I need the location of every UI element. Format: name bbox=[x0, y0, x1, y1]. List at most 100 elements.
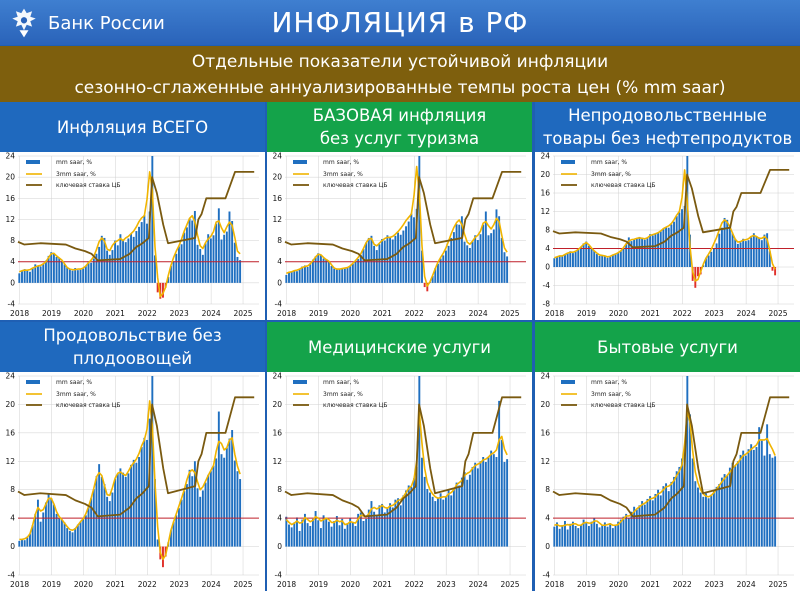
bar-mm-saar bbox=[763, 234, 766, 267]
bar-mm-saar bbox=[587, 245, 590, 267]
bar-mm-saar bbox=[31, 268, 34, 283]
bar-mm-saar bbox=[351, 263, 354, 283]
line-3mm-saar bbox=[286, 165, 508, 287]
legend-3mm-label: 3mm saar, % bbox=[56, 171, 96, 178]
bar-mm-saar bbox=[98, 464, 101, 547]
bar-mm-saar bbox=[691, 458, 694, 547]
bar-mm-saar bbox=[590, 521, 593, 547]
x-tick-label: 2023 bbox=[437, 309, 456, 318]
bar-mm-saar bbox=[135, 462, 138, 547]
bar-mm-saar bbox=[712, 248, 715, 267]
bar-mm-saar bbox=[172, 261, 175, 283]
bar-mm-saar bbox=[98, 246, 101, 283]
bar-mm-saar bbox=[771, 267, 774, 271]
bar-mm-saar bbox=[643, 239, 646, 267]
bar-mm-saar bbox=[76, 270, 79, 283]
bar-mm-saar bbox=[322, 258, 325, 283]
y-tick-label: 8 bbox=[545, 226, 550, 235]
bar-mm-saar bbox=[71, 270, 74, 283]
legend-bar-swatch bbox=[561, 160, 575, 164]
chart-title: БАЗОВАЯ инфляция без услуг туризма bbox=[267, 102, 532, 152]
bar-mm-saar bbox=[460, 477, 463, 547]
bar-mm-saar bbox=[122, 472, 125, 547]
bar-mm-saar bbox=[21, 271, 23, 283]
bar-mm-saar bbox=[58, 258, 61, 283]
bar-mm-saar bbox=[681, 209, 683, 267]
y-tick-label: 4 bbox=[277, 514, 282, 523]
bar-mm-saar bbox=[609, 523, 612, 547]
bar-mm-saar bbox=[635, 238, 638, 267]
bar-mm-saar bbox=[418, 156, 421, 283]
x-tick-label: 2019 bbox=[42, 309, 61, 318]
bar-mm-saar bbox=[476, 468, 479, 547]
bar-mm-saar bbox=[670, 481, 673, 547]
legend-bar-swatch bbox=[26, 380, 40, 384]
y-tick-label: 4 bbox=[10, 257, 15, 266]
bar-mm-saar bbox=[558, 528, 561, 547]
bar-mm-saar bbox=[18, 273, 21, 283]
chart-panel-5: Медицинские услуги -4 0 4 8 12 16 20 24 2018 2019 2… bbox=[267, 322, 532, 591]
bar-mm-saar bbox=[357, 259, 360, 283]
bar-mm-saar bbox=[423, 282, 426, 288]
bar-mm-saar bbox=[455, 482, 458, 547]
x-tick-label: 2025 bbox=[500, 580, 519, 589]
bar-mm-saar bbox=[381, 503, 384, 547]
bar-mm-saar bbox=[311, 259, 314, 283]
bar-mm-saar bbox=[726, 475, 729, 547]
bar-mm-saar bbox=[736, 461, 739, 547]
bar-mm-saar bbox=[79, 521, 82, 547]
line-key-rate bbox=[17, 396, 255, 518]
line-3mm-saar bbox=[554, 169, 776, 282]
bar-mm-saar bbox=[333, 520, 336, 547]
chart-panel-4: Продовольствие без плодоовощей -4 0 4 8 12 16 20… bbox=[0, 322, 265, 591]
bar-mm-saar bbox=[196, 244, 199, 283]
bar-mm-saar bbox=[154, 255, 156, 283]
bar-mm-saar bbox=[296, 271, 298, 283]
chart-title: Инфляция ВСЕГО bbox=[0, 102, 265, 152]
page-title: ИНФЛЯЦИЯ в РФ bbox=[271, 6, 529, 39]
legend-3mm-label: 3mm saar, % bbox=[323, 171, 363, 178]
y-tick-label: 0 bbox=[277, 542, 282, 551]
bar-mm-saar bbox=[431, 275, 434, 283]
bar-mm-saar bbox=[606, 526, 609, 547]
bar-mm-saar bbox=[641, 237, 644, 267]
bar-mm-saar bbox=[426, 282, 429, 292]
y-tick-label: 12 bbox=[540, 207, 550, 216]
bar-mm-saar bbox=[311, 518, 314, 547]
bar-mm-saar bbox=[429, 492, 431, 547]
bar-mm-saar bbox=[442, 499, 445, 547]
bar-mm-saar bbox=[327, 521, 330, 547]
bar-mm-saar bbox=[63, 522, 66, 547]
bar-mm-saar bbox=[718, 233, 721, 267]
x-tick-label: 2023 bbox=[705, 309, 724, 318]
bar-mm-saar bbox=[598, 255, 601, 267]
bar-mm-saar bbox=[564, 254, 566, 267]
bar-mm-saar bbox=[452, 232, 455, 283]
bar-mm-saar bbox=[207, 474, 210, 547]
legend-bars-label: mm saar, % bbox=[591, 379, 627, 386]
bar-mm-saar bbox=[309, 525, 312, 547]
subtitle-banner: Отдельные показатели устойчивой инфляции… bbox=[0, 46, 800, 102]
bar-mm-saar bbox=[694, 267, 697, 288]
bar-mm-saar bbox=[87, 261, 90, 283]
bar-mm-saar bbox=[74, 528, 77, 547]
y-tick-label: 24 bbox=[272, 152, 282, 161]
bar-mm-saar bbox=[760, 440, 763, 547]
bar-mm-saar bbox=[758, 237, 761, 267]
chart-title-line: Непродовольственные bbox=[568, 106, 767, 125]
y-tick-label: -4 bbox=[543, 571, 551, 580]
bar-mm-saar bbox=[341, 518, 344, 547]
bar-mm-saar bbox=[215, 223, 218, 283]
legend-3mm-label: 3mm saar, % bbox=[56, 391, 96, 398]
y-tick-label: -4 bbox=[543, 281, 551, 290]
bar-mm-saar bbox=[217, 411, 220, 547]
bar-mm-saar bbox=[338, 269, 341, 283]
bar-mm-saar bbox=[185, 484, 188, 547]
bar-mm-saar bbox=[106, 496, 109, 547]
bar-mm-saar bbox=[577, 528, 580, 547]
bank-logo[interactable]: Банк России bbox=[6, 4, 166, 42]
legend-3mm-label: 3mm saar, % bbox=[591, 391, 631, 398]
bar-mm-saar bbox=[638, 505, 641, 547]
bar-mm-saar bbox=[720, 477, 723, 547]
bar-mm-saar bbox=[119, 468, 122, 547]
